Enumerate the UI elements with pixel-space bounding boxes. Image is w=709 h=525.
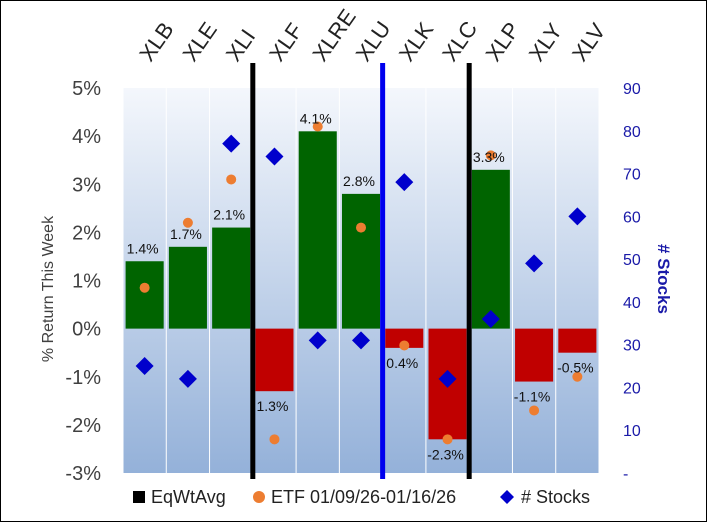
etf-marker-xle <box>182 217 193 228</box>
y-tick-label: 3% <box>72 174 101 196</box>
right-axis-ticks: 90 80 70 60 50 40 30 20 10 - <box>623 81 641 483</box>
bar-xlb <box>125 261 164 329</box>
marker-series-stocks <box>135 134 587 388</box>
etf-marker-xly <box>529 405 540 416</box>
data-label-xlv: -0.5% <box>557 360 594 376</box>
y2-tick-label: 60 <box>623 209 641 226</box>
y-tick-label: 4% <box>72 126 101 148</box>
category-label-xle: XLE <box>178 17 222 65</box>
etf-marker-xlc <box>442 434 453 445</box>
data-label-xlc: -2.3% <box>427 446 464 462</box>
stocks-marker-xlp <box>481 310 500 328</box>
data-label-xly: -1.1% <box>514 389 551 405</box>
stocks-marker-xli <box>222 134 241 153</box>
etf-marker-xli <box>226 174 237 185</box>
y2-tick-label: 20 <box>623 380 641 397</box>
bar-xlf <box>255 328 294 392</box>
stocks-marker-xlk <box>395 173 414 192</box>
category-label-xlf: XLF <box>264 18 308 65</box>
stocks-marker-xle <box>178 369 197 388</box>
etf-marker-xlp <box>485 150 496 161</box>
bar-xle <box>168 246 207 329</box>
sector-dividers <box>250 63 472 479</box>
etf-marker-xlu <box>356 222 366 233</box>
y2-tick-label: 90 <box>623 81 641 98</box>
bar-xlv <box>558 328 597 353</box>
data-label-xlf: 1.3% <box>256 398 288 414</box>
bar-xlk <box>385 328 424 348</box>
legend-swatch-etf <box>253 491 265 503</box>
category-label-xlu: XLU <box>351 16 396 65</box>
bar-xlre <box>298 131 337 329</box>
stocks-marker-xlv <box>568 207 587 226</box>
etf-marker-xlk <box>399 340 410 351</box>
category-label-xli: XLI <box>221 24 260 65</box>
bar-series-eqwtavg <box>125 131 597 440</box>
etf-marker-xlb <box>139 282 150 293</box>
y2-tick-label: 70 <box>623 167 641 184</box>
data-label-xli: 2.1% <box>213 207 245 223</box>
legend: EqWtAvg ETF 01/09/26-01/16/26 # Stocks <box>133 487 590 507</box>
stocks-marker-xlc <box>438 369 457 388</box>
data-label-xlk: 0.4% <box>386 355 418 371</box>
y2-tick-label: 50 <box>623 252 641 269</box>
bar-xlp <box>471 169 510 329</box>
y-tick-label: 0% <box>72 319 101 341</box>
left-axis-ticks: 5% 4% 3% 2% 1% 0% -1% -2% -3% <box>65 78 101 485</box>
marker-series-etf <box>139 121 583 445</box>
legend-swatch-stocks <box>500 490 514 504</box>
y-tick-label: 5% <box>72 78 101 100</box>
y-tick-label: -2% <box>65 415 101 437</box>
data-label-xlb: 1.4% <box>127 240 159 256</box>
y-tick-label: 1% <box>72 271 101 293</box>
category-label-xlp: XLP <box>480 17 524 65</box>
bar-xlu <box>341 193 381 329</box>
etf-marker-xlv <box>572 371 583 382</box>
y-tick-label: -3% <box>65 463 101 485</box>
y2-tick-label: 80 <box>623 124 641 141</box>
category-label-xlb: XLB <box>134 17 178 65</box>
y-tick-label: -1% <box>65 367 101 389</box>
category-label-xly: XLY <box>524 19 568 66</box>
y2-tick-label: 10 <box>623 423 641 440</box>
data-label-xlu: 2.8% <box>343 173 375 189</box>
y-tick-label: 2% <box>72 222 101 244</box>
y2-tick-label: 30 <box>623 338 641 355</box>
stocks-marker-xly <box>525 254 544 273</box>
bar-xly <box>515 328 554 382</box>
y-axis-title: % Return This Week <box>40 215 57 362</box>
category-label-xlk: XLK <box>394 17 439 66</box>
y2-tick-label: - <box>623 466 628 483</box>
etf-marker-xlf <box>269 434 280 445</box>
legend-label-eqwtavg: EqWtAvg <box>151 487 226 507</box>
bar-data-labels: 1.4% 1.7% 2.1% 1.3% 4.1% 2.8% 0.4% -2.3% 3.3% -1.… <box>127 110 594 462</box>
data-label-xle: 1.7% <box>170 226 202 242</box>
y2-axis-title: # Stocks <box>654 244 673 314</box>
y2-tick-label: 40 <box>623 295 641 312</box>
legend-label-stocks: # Stocks <box>521 487 590 507</box>
data-label-xlp: 3.3% <box>473 149 505 165</box>
category-label-xlre: XLRE <box>307 4 360 65</box>
legend-swatch-eqwtavg <box>133 491 145 503</box>
legend-label-etf: ETF 01/09/26-01/16/26 <box>271 487 456 507</box>
category-label-xlv: XLV <box>567 19 611 66</box>
bar-xli <box>212 227 251 329</box>
stocks-marker-xlb <box>135 357 154 376</box>
stocks-marker-xlf <box>265 147 284 166</box>
category-label-xlc: XLC <box>437 16 482 65</box>
stocks-marker-xlre <box>308 331 327 350</box>
stocks-marker-xlu <box>352 331 370 350</box>
data-label-xlre: 4.1% <box>300 110 332 126</box>
etf-marker-xlre <box>312 121 323 132</box>
